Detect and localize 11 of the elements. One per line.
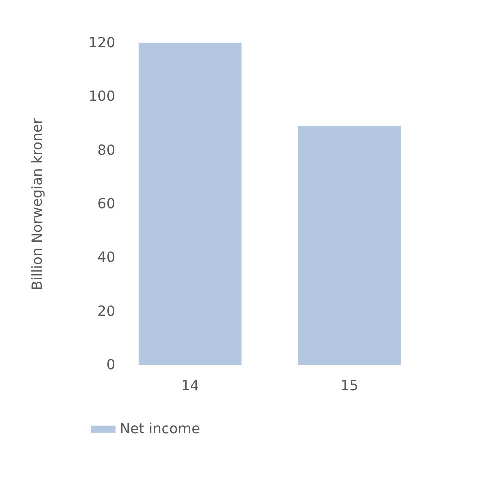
y-tick-label: 80 — [98, 142, 116, 159]
legend-label: Net income — [120, 422, 200, 438]
x-tick-label: 14 — [181, 378, 200, 394]
y-tick-label: 20 — [98, 304, 116, 320]
y-tick-label: 0 — [106, 358, 116, 374]
y-tick-label: 100 — [88, 89, 116, 106]
y-tick-label: 120 — [88, 36, 116, 52]
y-axis-title: Billion Norwegian kroner — [30, 118, 46, 290]
y-tick-label: 60 — [98, 196, 116, 212]
y-tick-label: 40 — [98, 250, 116, 266]
x-tick-label: 15 — [340, 378, 359, 394]
